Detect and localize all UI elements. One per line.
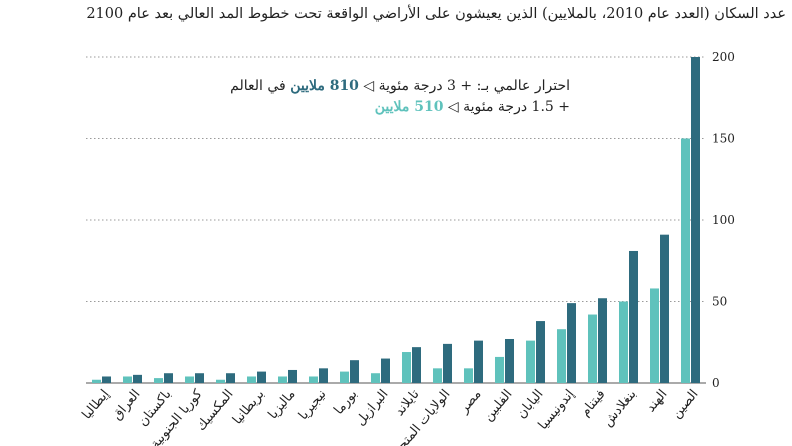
bar-1-5c — [185, 376, 194, 383]
x-tick-label: الصين — [669, 387, 701, 422]
bar-1-5c — [557, 329, 566, 383]
bar-3c — [226, 373, 235, 383]
bar-3c — [474, 340, 483, 383]
bar-1-5c — [588, 314, 597, 383]
bar-1-5c — [92, 379, 101, 383]
chart-title: عدد السكان (العدد عام 2010، بالملايين) ا… — [86, 6, 786, 22]
gridlines — [86, 56, 706, 384]
bar-3c — [288, 369, 297, 383]
y-tick-label: 150 — [712, 132, 735, 146]
bar-3c — [598, 298, 607, 383]
legend-3c-value: 810 ملايين — [290, 78, 359, 94]
x-tick-label: ماليزيا — [265, 387, 298, 422]
bar-1-5c — [433, 368, 442, 383]
y-tick-label: 0 — [712, 376, 720, 390]
bars — [92, 57, 700, 383]
bar-1-5c — [247, 376, 256, 383]
legend-1-5c-value: 510 ملايين — [374, 99, 444, 115]
x-tick-label: بنغلادش — [600, 387, 639, 430]
bar-3c — [164, 373, 173, 383]
bar-3c — [505, 338, 514, 383]
bar-1-5c — [216, 379, 225, 383]
y-tick-label: 50 — [712, 295, 727, 309]
bar-3c — [195, 373, 204, 383]
bar-1-5c — [309, 376, 318, 383]
x-tick-label: البرازيل — [353, 387, 392, 429]
bar-1-5c — [526, 340, 535, 383]
bar-3c — [567, 303, 576, 383]
bar-3c — [381, 358, 390, 383]
bar-3c — [319, 368, 328, 383]
x-tick-label: بريطانيا — [230, 387, 268, 428]
legend: احترار عالمي بـ: + 3 درجة مئوية ◁ 810 مل… — [230, 76, 570, 118]
legend-3c-prefix: احترار عالمي بـ: + 3 درجة مئوية ◁ — [358, 78, 570, 94]
x-tick-label: إيطاليا — [79, 387, 112, 422]
bar-1-5c — [278, 376, 287, 383]
y-tick-label: 100 — [712, 213, 735, 227]
x-tick-label: الفلبين — [481, 387, 516, 424]
legend-entry-3c: احترار عالمي بـ: + 3 درجة مئوية ◁ 810 مل… — [230, 76, 570, 97]
bar-3c — [257, 371, 266, 383]
legend-3c-suffix: في العالم — [230, 78, 291, 94]
y-axis-ticks: 0 50 100 150 200 — [712, 50, 735, 390]
bar-1-5c — [154, 378, 163, 383]
bar-1-5c — [495, 356, 504, 383]
legend-1-5c-prefix: + 1.5 درجة مئوية ◁ — [443, 99, 570, 115]
bar-1-5c — [123, 376, 132, 383]
legend-entry-1-5c: + 1.5 درجة مئوية ◁ 510 ملايين — [270, 97, 570, 118]
bar-3c — [443, 343, 452, 383]
bar-3c — [350, 360, 359, 383]
bar-1-5c — [619, 301, 628, 383]
x-tick-label: نيجيريا — [296, 387, 330, 423]
bar-3c — [536, 321, 545, 383]
x-tick-label: الهند — [643, 387, 670, 415]
x-tick-label: مصر — [456, 387, 484, 417]
bar-3c — [133, 374, 142, 383]
bar-1-5c — [681, 138, 690, 383]
y-tick-label: 200 — [712, 50, 735, 64]
bar-1-5c — [340, 371, 349, 383]
bar-1-5c — [650, 288, 659, 383]
bar-3c — [691, 57, 700, 383]
bar-1-5c — [371, 373, 380, 383]
x-tick-label: بورما — [331, 387, 360, 418]
x-axis-labels: الصينالهندبنغلادشفيتنامإندونيسيااليابانا… — [79, 386, 701, 446]
bar-3c — [660, 234, 669, 383]
bar-1-5c — [464, 368, 473, 383]
bar-3c — [102, 376, 111, 383]
bar-3c — [629, 250, 638, 383]
bar-3c — [412, 347, 421, 383]
bar-1-5c — [402, 352, 411, 383]
